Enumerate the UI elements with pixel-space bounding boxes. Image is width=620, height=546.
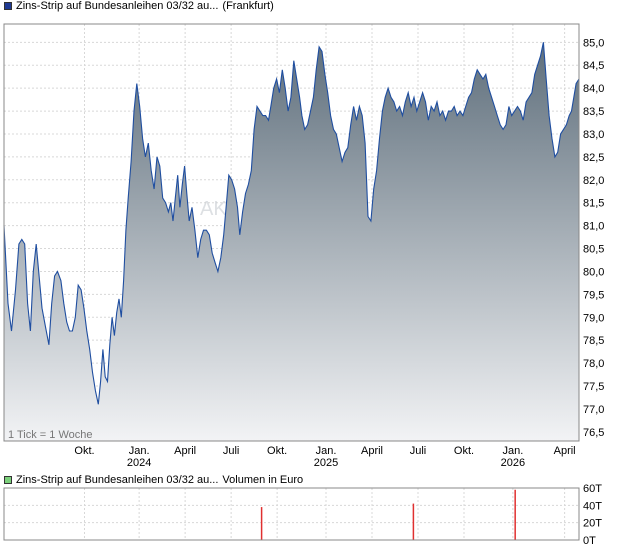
price-x-tick-label: Okt. bbox=[454, 445, 474, 457]
volume-series-name: Zins-Strip auf Bundesanleihen 03/32 au..… bbox=[16, 474, 219, 486]
price-y-tick-label: 76,5 bbox=[583, 427, 604, 439]
volume-y-tick-label: 60T bbox=[583, 483, 602, 495]
price-y-tick-label: 79,0 bbox=[583, 312, 604, 324]
volume-plot-frame bbox=[3, 487, 580, 541]
volume-chart-legend: Zins-Strip auf Bundesanleihen 03/32 au..… bbox=[4, 474, 307, 486]
price-y-tick-label: 81,0 bbox=[583, 221, 604, 233]
price-y-tick-label: 78,5 bbox=[583, 335, 604, 347]
price-x-tick-label: April bbox=[174, 445, 196, 457]
price-y-tick-label: 77,5 bbox=[583, 381, 604, 393]
price-y-tick-label: 78,0 bbox=[583, 358, 604, 370]
price-line bbox=[3, 42, 580, 405]
price-y-tick-label: 81,5 bbox=[583, 198, 604, 210]
volume-bars bbox=[260, 489, 516, 540]
volume-y-tick-label: 40T bbox=[583, 500, 602, 512]
price-x-tick-label: April bbox=[361, 445, 383, 457]
price-x-tick-label: Jan. bbox=[316, 445, 337, 457]
price-area bbox=[4, 42, 579, 442]
price-series-qualifier: (Frankfurt) bbox=[222, 0, 274, 12]
tick-note: 1 Tick = 1 Woche bbox=[8, 429, 92, 441]
volume-y-axis: 60T 40T 20T 0T bbox=[583, 483, 602, 546]
price-y-tick-label: 83,5 bbox=[583, 106, 604, 118]
price-x-tick-label: April bbox=[554, 445, 576, 457]
price-y-tick-label: 80,0 bbox=[583, 266, 604, 278]
price-x-year-label: 2025 bbox=[314, 457, 338, 469]
price-series-swatch bbox=[4, 2, 12, 10]
price-y-tick-label: 83,0 bbox=[583, 129, 604, 141]
volume-series-swatch bbox=[4, 476, 12, 484]
price-y-tick-label: 82,0 bbox=[583, 175, 604, 187]
price-y-tick-label: 85,0 bbox=[583, 37, 604, 49]
price-y-tick-label: 77,0 bbox=[583, 404, 604, 416]
price-x-tick-label: Okt. bbox=[267, 445, 287, 457]
volume-y-tick-label: 0T bbox=[583, 535, 596, 546]
price-x-tick-label: Okt. bbox=[74, 445, 94, 457]
price-y-tick-label: 82,5 bbox=[583, 152, 604, 164]
price-y-tick-label: 84,0 bbox=[583, 83, 604, 95]
price-x-year-label: 2024 bbox=[127, 457, 151, 469]
price-y-axis: 85,0 84,5 84,0 83,5 83,0 82,5 82,0 81,5 81,0 80,5… bbox=[583, 37, 604, 439]
price-y-tick-label: 84,5 bbox=[583, 60, 604, 72]
volume-grid bbox=[4, 487, 579, 541]
price-x-tick-label: Juli bbox=[410, 445, 427, 457]
price-series-name: Zins-Strip auf Bundesanleihen 03/32 au..… bbox=[16, 0, 219, 12]
volume-y-tick-label: 20T bbox=[583, 518, 602, 530]
price-plot-frame bbox=[3, 23, 580, 442]
price-x-year-label: 2026 bbox=[501, 457, 525, 469]
price-y-tick-label: 79,5 bbox=[583, 289, 604, 301]
price-x-tick-label: Juli bbox=[223, 445, 240, 457]
watermark: AK bbox=[200, 198, 227, 220]
price-x-tick-label: Jan. bbox=[129, 445, 150, 457]
price-x-tick-label: Jan. bbox=[502, 445, 523, 457]
price-chart-legend: Zins-Strip auf Bundesanleihen 03/32 au..… bbox=[4, 0, 278, 12]
volume-series-qualifier: Volumen in Euro bbox=[222, 474, 304, 486]
price-y-tick-label: 80,5 bbox=[583, 244, 604, 256]
